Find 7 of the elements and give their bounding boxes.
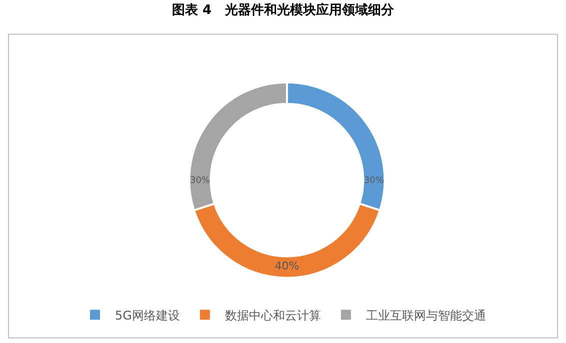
legend-label: 数据中心和云计算 [224,308,321,322]
data-label: 30% [364,176,384,186]
chart-title: 图表 4 光器件和光模块应用领域细分 [172,2,396,18]
legend-label: 5G网络建设 [115,308,180,322]
data-label: 40% [274,260,300,273]
legend-label: 工业互联网与智能交通 [366,308,486,322]
data-label: 30% [190,176,210,186]
